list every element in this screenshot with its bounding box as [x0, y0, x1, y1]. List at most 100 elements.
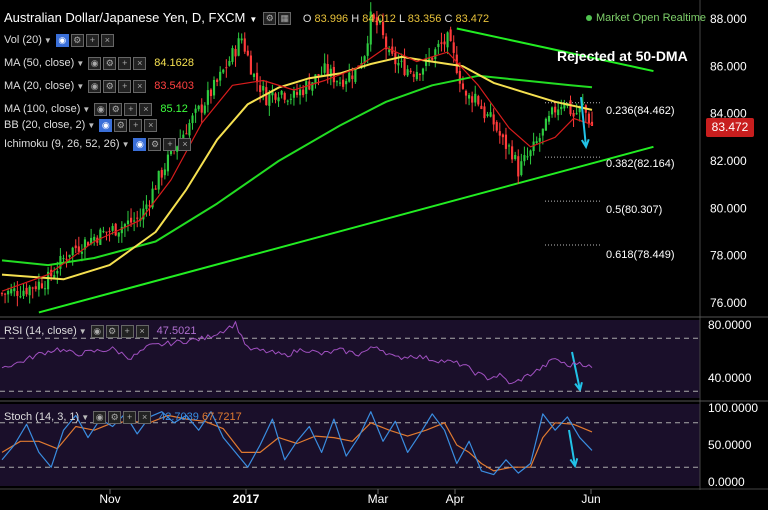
y-tick-label: 50.0000 [708, 438, 752, 452]
add-icon[interactable]: + [118, 56, 132, 70]
indicator-row-ma100[interactable]: MA (100, close) ▼ ◉ ⚙ + × 85.12 [4, 102, 188, 117]
candle-body [142, 208, 145, 220]
eye-icon[interactable]: ◉ [88, 79, 102, 93]
y-tick-label: 78.000 [710, 249, 747, 263]
add-icon[interactable]: + [123, 410, 137, 424]
settings-icon[interactable]: ⚙ [105, 324, 119, 338]
candle-body [71, 247, 74, 256]
candle [412, 71, 415, 83]
chevron-down-icon[interactable]: ▼ [82, 105, 91, 114]
settings-icon[interactable]: ⚙ [70, 33, 84, 47]
add-icon[interactable]: + [124, 102, 138, 116]
candle-body [323, 63, 326, 73]
candle-body [90, 237, 93, 244]
grid-icon[interactable]: ▦ [278, 12, 292, 26]
candle-body [295, 92, 299, 95]
candle-body [452, 42, 455, 53]
add-icon[interactable]: + [163, 137, 177, 151]
candle [320, 66, 323, 77]
chevron-down-icon[interactable]: ▼ [249, 15, 258, 24]
indicator-row-stoch[interactable]: Stoch (14, 3, 1) ▼ ◉ ⚙ + × 42.7039 67.7217 [4, 410, 242, 425]
settings-icon[interactable]: ⚙ [263, 12, 277, 26]
indicator-row-ma20[interactable]: MA (20, close) ▼ ◉ ⚙ + × 83.5403 [4, 79, 194, 94]
y-tick-label: 82.000 [710, 154, 747, 168]
close-icon[interactable]: × [133, 79, 147, 93]
close-icon[interactable]: × [178, 137, 192, 151]
candle [194, 104, 197, 123]
candle [188, 119, 191, 138]
x-tick-label: 2017 [233, 492, 260, 506]
settings-icon[interactable]: ⚙ [114, 118, 128, 132]
candle-body [265, 87, 268, 106]
eye-icon[interactable]: ◉ [133, 137, 147, 151]
candle [406, 65, 409, 78]
candle [455, 46, 458, 75]
eye-icon[interactable]: ◉ [94, 102, 108, 116]
chevron-down-icon[interactable]: ▼ [121, 140, 130, 149]
candle-body [360, 62, 363, 68]
indicator-row-rsi[interactable]: RSI (14, close) ▼ ◉ ⚙ + × 47.5021 [4, 324, 196, 339]
candle [474, 85, 477, 107]
candle [19, 286, 22, 299]
rsi-series [0, 321, 700, 392]
settings-icon[interactable]: ⚙ [103, 56, 117, 70]
close-icon[interactable]: × [100, 33, 114, 47]
candle [252, 72, 256, 81]
close-icon[interactable]: × [144, 118, 158, 132]
chevron-down-icon[interactable]: ▼ [78, 327, 87, 336]
eye-icon[interactable]: ◉ [88, 56, 102, 70]
candle-body [62, 258, 65, 260]
candle [544, 117, 547, 131]
candle [295, 83, 299, 98]
candle-body [511, 146, 514, 160]
fib-label-0382: 0.382(82.164) [606, 158, 675, 170]
close-icon[interactable]: × [138, 410, 152, 424]
candle-body [185, 133, 188, 135]
close-icon[interactable]: × [135, 324, 149, 338]
candle [446, 31, 449, 55]
eye-icon[interactable]: ◉ [93, 410, 107, 424]
candle-body [28, 286, 31, 296]
candle-body [314, 74, 317, 84]
indicator-row-ma50[interactable]: MA (50, close) ▼ ◉ ⚙ + × 84.1628 [4, 56, 194, 71]
y-tick-label: 86.000 [710, 59, 747, 73]
eye-icon[interactable]: ◉ [55, 33, 69, 47]
rsi-line [1, 321, 593, 385]
candle-body [268, 93, 271, 106]
chevron-down-icon[interactable]: ▼ [76, 59, 85, 68]
candle [176, 145, 179, 160]
add-icon[interactable]: + [120, 324, 134, 338]
settings-icon[interactable]: ⚙ [148, 137, 162, 151]
indicator-row-vol[interactable]: Vol (20) ▼ ◉ ⚙ + × [4, 33, 116, 48]
candle-body [541, 128, 544, 136]
add-icon[interactable]: + [118, 79, 132, 93]
chevron-down-icon[interactable]: ▼ [87, 121, 96, 130]
x-tick-label: Nov [99, 492, 120, 506]
y-tick-label: 80.000 [710, 201, 747, 215]
eye-icon[interactable]: ◉ [99, 118, 113, 132]
chevron-down-icon[interactable]: ▼ [81, 413, 90, 422]
candle-body [345, 81, 348, 85]
settings-icon[interactable]: ⚙ [103, 79, 117, 93]
candle-body [495, 121, 498, 131]
candle-body [191, 115, 194, 124]
settings-icon[interactable]: ⚙ [108, 410, 122, 424]
close-icon[interactable]: × [133, 56, 147, 70]
candle [200, 98, 203, 123]
candle-body [74, 245, 77, 249]
indicator-row-ichimoku[interactable]: Ichimoku (9, 26, 52, 26) ▼ ◉ ⚙ + × [4, 137, 193, 152]
ma100-value: 85.12 [160, 103, 188, 115]
eye-icon[interactable]: ◉ [90, 324, 104, 338]
chevron-down-icon[interactable]: ▼ [76, 82, 85, 91]
indicator-row-bb[interactable]: BB (20, close, 2) ▼ ◉ ⚙ + × [4, 118, 159, 133]
settings-icon[interactable]: ⚙ [109, 102, 123, 116]
candle-body [237, 38, 240, 56]
candle [160, 167, 163, 186]
chevron-down-icon[interactable]: ▼ [43, 36, 52, 45]
add-icon[interactable]: + [129, 118, 143, 132]
fib-label-0236: 0.236(84.462) [606, 105, 675, 117]
symbol-title[interactable]: Australian Dollar/Japanese Yen, D, FXCM [4, 10, 246, 25]
add-icon[interactable]: + [85, 33, 99, 47]
candle-body [317, 74, 320, 77]
close-icon[interactable]: × [139, 102, 153, 116]
